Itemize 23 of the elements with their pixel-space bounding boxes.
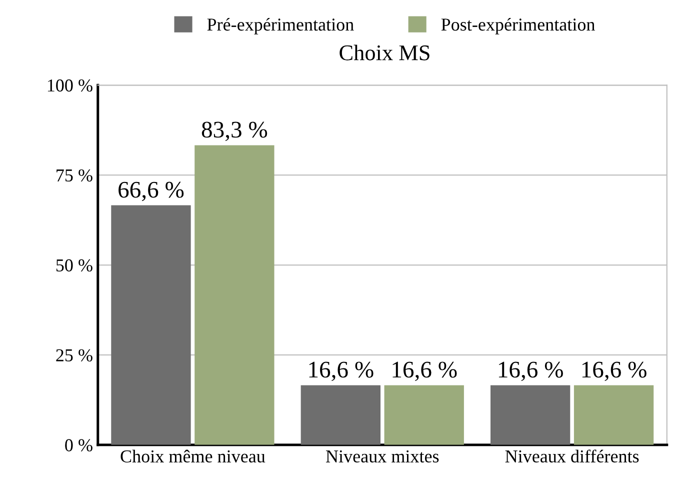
data-label: 16,6 % — [582, 362, 646, 382]
y-tick-label: 50 % — [56, 259, 92, 272]
bar — [194, 145, 274, 445]
chart-title: Choix MS — [340, 44, 430, 60]
x-tick-label: Niveaux différents — [505, 450, 639, 462]
x-tick-label: Niveaux mixtes — [326, 450, 439, 462]
y-tick-label: 25 % — [56, 349, 92, 362]
data-label: 16,6 % — [309, 362, 374, 382]
y-tick-label: 75 % — [56, 169, 92, 182]
y-tick-label: 0 % — [65, 439, 92, 452]
data-label: 16,6 % — [498, 362, 563, 382]
data-label: 83,3 % — [202, 122, 268, 142]
bar — [574, 385, 654, 445]
data-label: 16,6 % — [392, 362, 457, 382]
y-tick-label: 100 % — [48, 79, 92, 92]
bar — [490, 385, 570, 445]
bar — [300, 385, 380, 445]
legend-label: Pré-expérimentation — [207, 18, 354, 34]
bar — [111, 205, 191, 445]
data-label: 66,6 % — [118, 182, 184, 202]
x-tick-label: Choix même niveau — [120, 450, 266, 462]
bar — [384, 385, 464, 445]
legend-label: Post-expérimentation — [441, 18, 595, 34]
